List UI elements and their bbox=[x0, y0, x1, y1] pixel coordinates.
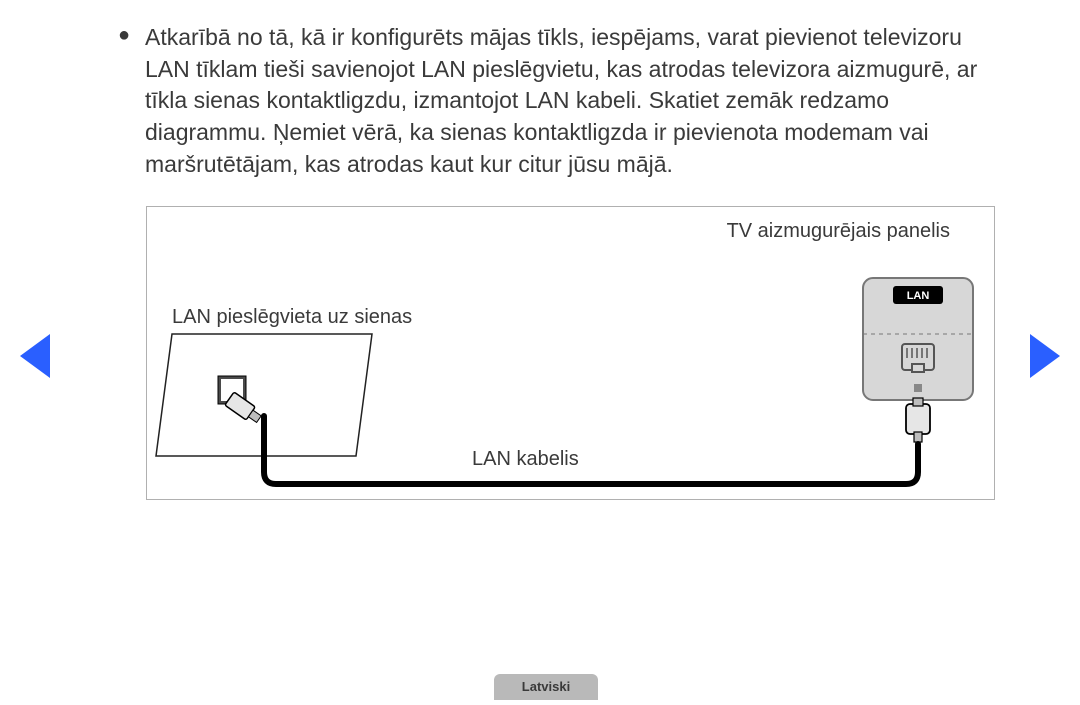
connection-diagram: LAN bbox=[146, 206, 995, 500]
lan-badge-text: LAN bbox=[907, 290, 930, 302]
page: ● Atkarībā no tā, kā ir konfigurēts māja… bbox=[0, 0, 1080, 705]
lan-cable bbox=[264, 416, 918, 484]
tv-plug bbox=[906, 398, 930, 442]
prev-page-arrow[interactable] bbox=[20, 334, 50, 378]
body-paragraph: Atkarībā no tā, kā ir konfigurēts mājas … bbox=[145, 22, 1000, 181]
next-page-arrow[interactable] bbox=[1030, 334, 1060, 378]
bullet-icon: ● bbox=[118, 24, 130, 47]
tv-back-panel: LAN bbox=[863, 278, 973, 400]
language-pill: Latviski bbox=[494, 674, 598, 700]
